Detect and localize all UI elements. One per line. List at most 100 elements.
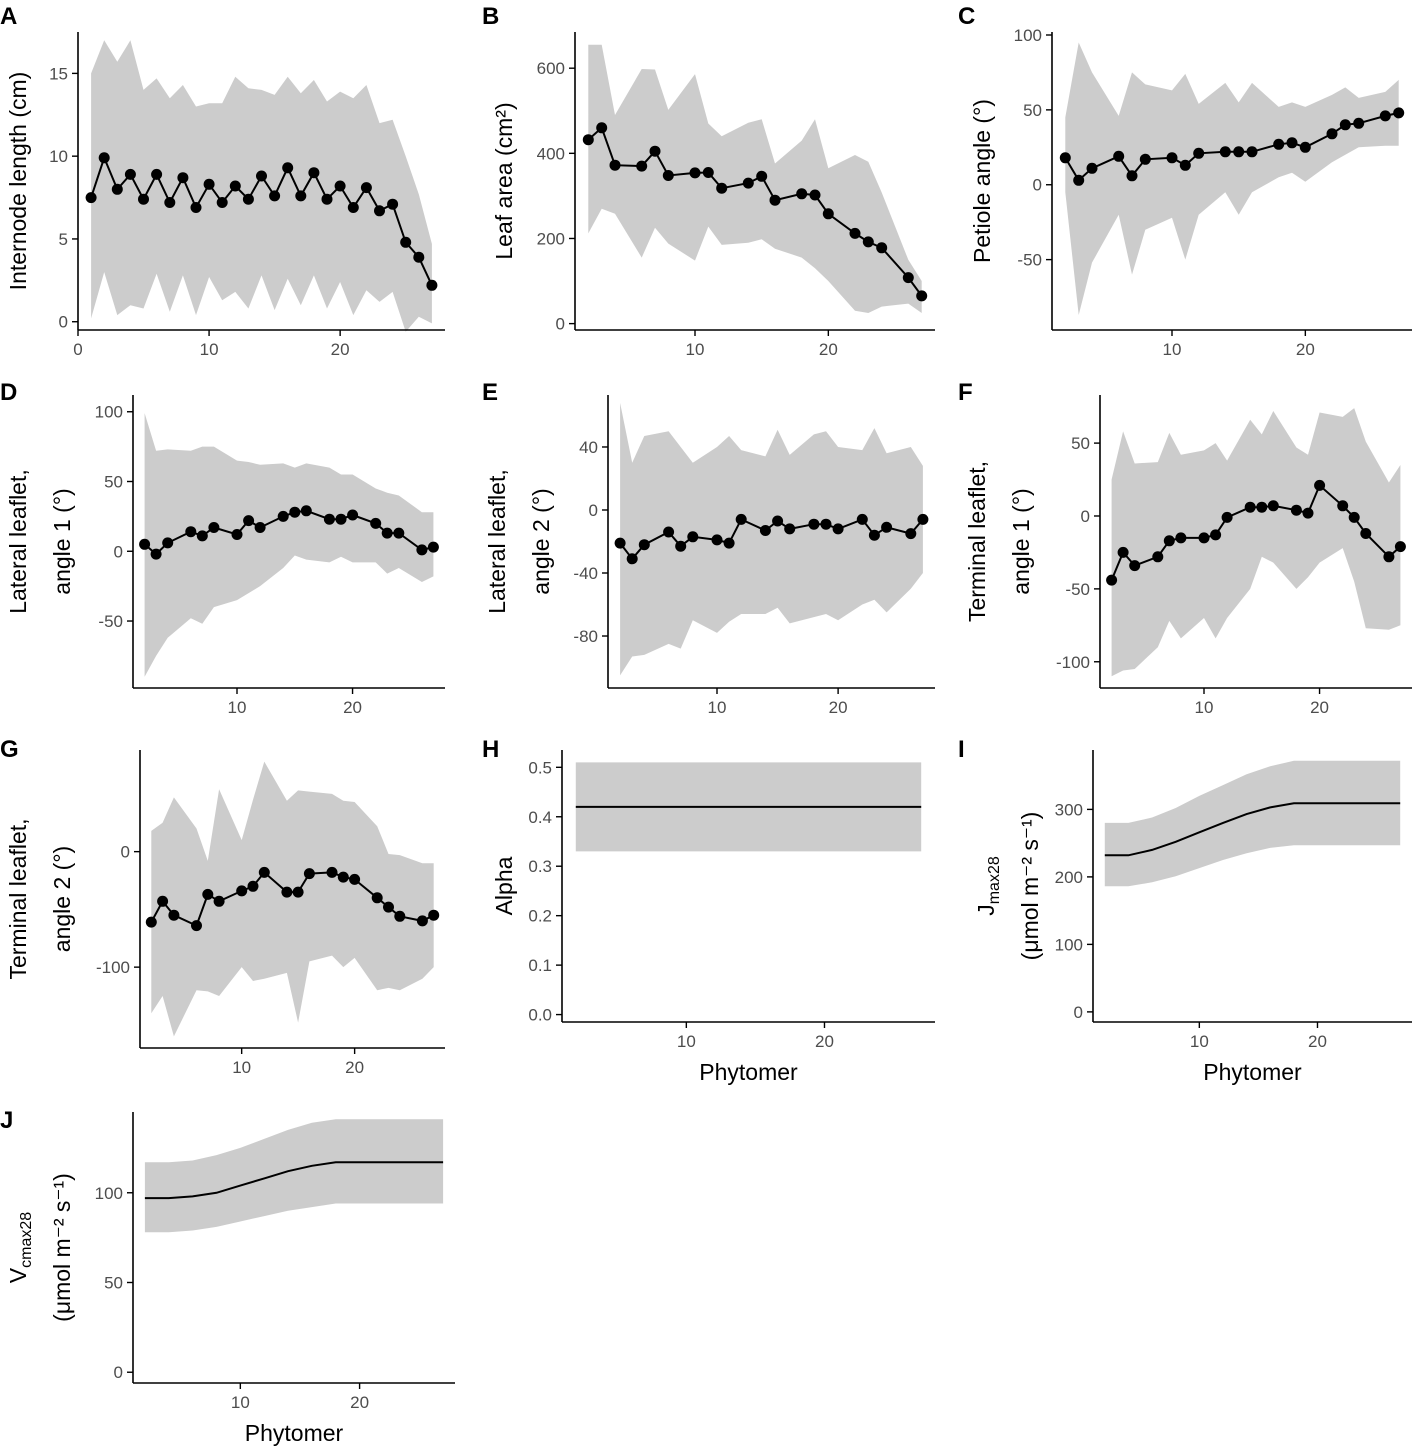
x-tick-label: 20: [815, 1032, 834, 1051]
data-point: [808, 518, 820, 530]
x-tick-label: 20: [345, 1058, 364, 1077]
y-tick-label: 50: [1023, 101, 1042, 120]
data-point: [832, 523, 844, 535]
y-tick-label: -50: [1065, 580, 1090, 599]
panel-f: -100 -50 0 50 10 20 F Terminal leaflet, angle 1 …: [958, 379, 1412, 717]
y-tick-label: 300: [1055, 800, 1083, 819]
ribbon-i: [1104, 760, 1401, 887]
data-point: [662, 170, 674, 181]
data-point: [185, 526, 197, 538]
x-tick-label: 10: [232, 1058, 251, 1077]
data-point: [303, 868, 315, 880]
x-tick-label: 20: [1308, 1032, 1327, 1051]
data-point: [254, 522, 266, 533]
data-point: [1073, 174, 1085, 186]
panel-label: E: [482, 379, 498, 406]
y-tick-label: 0.2: [528, 907, 552, 926]
y-axis-title: Petiole angle (°): [969, 99, 995, 263]
data-point: [124, 168, 136, 180]
data-point: [1152, 551, 1164, 563]
y-tick-label: 0: [121, 843, 130, 862]
ribbon-e: [620, 402, 923, 676]
panel-label: A: [0, 3, 17, 30]
data-point: [229, 180, 241, 192]
data-point: [1129, 560, 1141, 572]
data-point: [1113, 150, 1125, 162]
y-tick-label: 100: [95, 403, 123, 422]
data-point: [139, 538, 151, 550]
x-tick-label: 20: [1296, 340, 1315, 359]
data-point: [1360, 528, 1372, 539]
series-line-j: [144, 1161, 444, 1200]
data-point: [334, 180, 346, 192]
data-point: [1339, 119, 1351, 131]
data-point: [687, 531, 699, 543]
data-point: [638, 539, 650, 551]
data-point: [876, 242, 888, 254]
y-tick-label: 200: [1055, 868, 1083, 887]
data-point: [168, 909, 180, 921]
x-tick-label: 20: [350, 1393, 369, 1412]
y-tick-label: 0.5: [528, 758, 552, 777]
y-tick-label: 0: [114, 1363, 123, 1382]
panel-g: -100 0 10 20 G Terminal leaflet, angle 2 (°): [0, 736, 445, 1077]
data-point: [247, 880, 259, 892]
panel-label: F: [958, 379, 973, 406]
y-tick-label: 0: [589, 501, 598, 520]
data-point: [308, 167, 320, 179]
data-point: [281, 886, 293, 898]
data-point: [202, 888, 214, 900]
y-axis-title: Lateral leaflet,: [484, 469, 510, 613]
series-line-i: [1104, 802, 1401, 857]
data-point: [428, 909, 440, 921]
data-point: [177, 172, 189, 184]
y-axis-title: (μmol m⁻² s⁻¹): [49, 1173, 75, 1322]
data-point: [335, 513, 347, 525]
ribbon-g: [151, 761, 434, 1037]
y-axis-title: Jmax28: [973, 856, 1003, 916]
y-tick-label: 0: [1081, 507, 1090, 526]
y-tick-label: 100: [95, 1184, 123, 1203]
x-tick-label: 20: [1310, 698, 1329, 717]
panel-d: -50 0 50 100 10 20 D Lateral leaflet, angle 1 (°…: [0, 379, 445, 717]
data-point: [1246, 146, 1258, 158]
y-tick-label: 50: [104, 1273, 123, 1292]
x-tick-label: 10: [677, 1032, 696, 1051]
data-point: [609, 159, 621, 171]
data-point: [1086, 162, 1098, 174]
data-point: [1139, 153, 1151, 165]
data-point: [400, 236, 412, 248]
data-point: [596, 122, 608, 134]
y-axis-title: angle 1 (°): [1008, 488, 1034, 594]
data-point: [1290, 504, 1302, 516]
data-point: [626, 553, 638, 565]
y-tick-label: 100: [1055, 935, 1083, 954]
x-tick-label: 20: [819, 340, 838, 359]
data-point: [742, 177, 754, 189]
data-point: [150, 548, 162, 560]
data-point: [905, 528, 917, 540]
data-point: [1326, 128, 1338, 140]
panel-label: B: [482, 3, 499, 30]
panel-label: C: [958, 3, 975, 30]
y-tick-label: 400: [537, 144, 565, 163]
data-point: [416, 544, 428, 556]
data-point: [242, 193, 254, 205]
data-point: [347, 509, 359, 521]
data-point: [213, 895, 225, 907]
data-point: [394, 910, 406, 922]
y-tick-label: -100: [1056, 653, 1090, 672]
data-point: [716, 182, 728, 194]
data-point: [157, 895, 169, 907]
data-point: [98, 152, 110, 164]
data-point: [256, 170, 267, 182]
data-point: [1337, 500, 1349, 512]
data-point: [1106, 574, 1118, 586]
ribbon-j: [144, 1119, 444, 1233]
data-point: [636, 160, 648, 172]
data-point: [1179, 159, 1191, 171]
data-point: [1193, 147, 1205, 159]
data-point: [723, 537, 735, 549]
data-point: [1299, 141, 1311, 153]
data-point: [269, 190, 281, 202]
